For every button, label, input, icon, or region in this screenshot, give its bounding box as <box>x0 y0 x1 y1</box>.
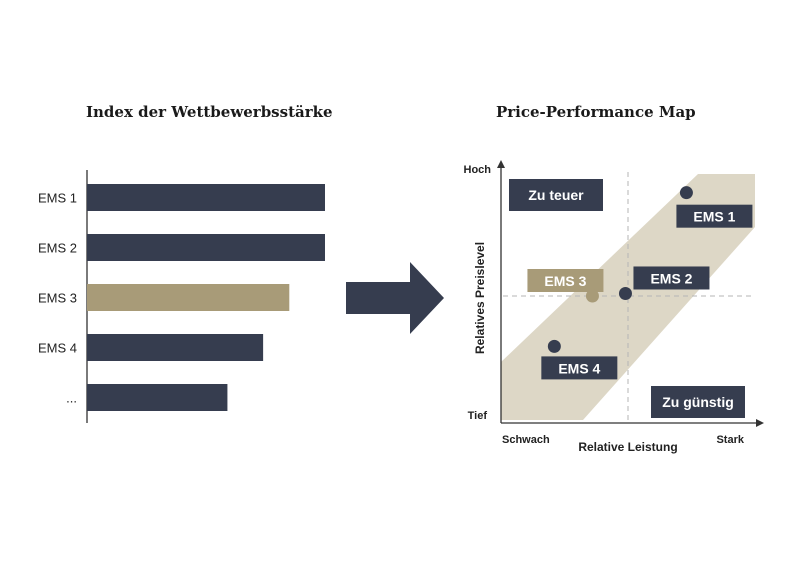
map-point-ems-4: EMS 4 <box>541 339 618 380</box>
map-point-ems-2: EMS 2 <box>618 266 710 300</box>
map-point-ems-3: EMS 3 <box>527 269 604 303</box>
point-dot-ems-1 <box>679 186 693 200</box>
y-axis-arrow-icon <box>497 160 505 168</box>
point-label-ems-3: EMS 3 <box>544 273 586 289</box>
bar-more <box>87 384 228 411</box>
point-label-box-ems-2 <box>633 266 710 290</box>
bar-ems-4 <box>87 334 264 361</box>
bar-chart: EMS 1 EMS 2 EMS 3 EMS 4... <box>38 170 325 423</box>
x-axis-title: Relative Leistung <box>578 440 677 454</box>
point-label-box-ems-3 <box>527 269 604 292</box>
bar-chart-category-labels: EMS 1 EMS 2 EMS 3 EMS 4... <box>38 191 77 406</box>
point-dot-ems-3 <box>585 289 599 303</box>
y-axis-low-label: Tief <box>468 410 488 422</box>
point-label-ems-4: EMS 4 <box>558 360 600 376</box>
point-label-box-ems-4 <box>541 356 618 380</box>
zone-too-expensive-label: Zu teuer <box>528 187 584 203</box>
bar-label-ems-1: EMS 1 <box>38 191 77 206</box>
y-axis-title: Relatives Preislevel <box>473 242 487 354</box>
bar-ems-1 <box>87 184 325 211</box>
x-axis-arrow-icon <box>756 419 764 427</box>
point-dot-ems-4 <box>547 339 561 353</box>
y-axis-high-label: Hoch <box>464 164 492 176</box>
map-points: EMS 1 EMS 2 EMS 3 EMS 4 <box>527 186 753 380</box>
price-performance-map: Hoch Tief Schwach Stark Relative Leistun… <box>464 160 764 454</box>
bar-ems-2 <box>87 234 325 261</box>
bar-ems-3 <box>87 284 290 311</box>
bar-chart-bars <box>87 184 325 411</box>
bar-label-ems-4: EMS 4 <box>38 341 77 356</box>
point-label-ems-1: EMS 1 <box>693 209 735 225</box>
zone-too-expensive: Zu teuer <box>509 179 603 211</box>
point-label-ems-2: EMS 2 <box>650 270 692 286</box>
zone-too-cheap: Zu günstig <box>651 386 745 418</box>
map-title: Price-Performance Map <box>496 103 696 121</box>
point-dot-ems-2 <box>618 286 632 300</box>
point-label-box-ems-1 <box>676 204 753 228</box>
zone-too-cheap-label: Zu günstig <box>662 394 734 410</box>
bar-label-ems-2: EMS 2 <box>38 241 77 256</box>
x-axis-low-label: Schwach <box>502 434 550 446</box>
map-point-ems-1: EMS 1 <box>676 186 753 228</box>
bar-label-ems-3: EMS 3 <box>38 291 77 306</box>
bar-label-more: ... <box>66 391 77 406</box>
right-arrow-icon <box>346 262 444 334</box>
bar-chart-title: Index der Wettbewerbsstärke <box>86 103 333 121</box>
x-axis-high-label: Stark <box>716 434 744 446</box>
